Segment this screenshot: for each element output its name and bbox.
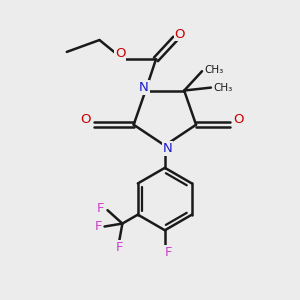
Text: F: F — [165, 246, 172, 259]
Text: N: N — [162, 142, 172, 155]
Text: O: O — [80, 113, 91, 126]
Text: CH₃: CH₃ — [213, 82, 232, 93]
Text: F: F — [116, 241, 123, 254]
Text: O: O — [233, 113, 244, 126]
Text: O: O — [175, 28, 185, 40]
Text: CH₃: CH₃ — [204, 65, 224, 75]
Text: F: F — [94, 220, 102, 233]
Text: O: O — [115, 47, 125, 60]
Text: F: F — [97, 202, 105, 215]
Text: N: N — [139, 81, 149, 94]
